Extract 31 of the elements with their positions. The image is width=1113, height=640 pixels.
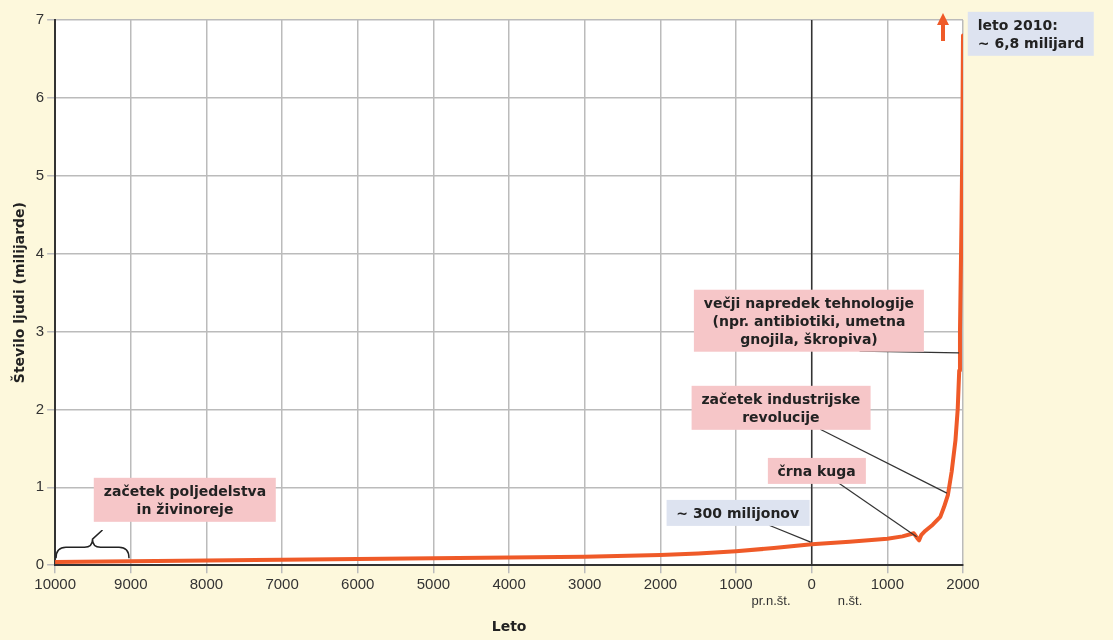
annotation: ~ 300 milijonov xyxy=(666,500,810,527)
y-axis-title: Število ljudi (milijarde) xyxy=(10,202,28,384)
x-tick-label: 5000 xyxy=(416,575,451,593)
annotation: črna kuga xyxy=(767,457,866,484)
y-tick-label: 2 xyxy=(35,399,45,417)
y-tick-label: 7 xyxy=(35,10,45,28)
y-tick-label: 6 xyxy=(35,88,45,106)
y-tick-label: 1 xyxy=(35,477,45,495)
y-tick-label: 0 xyxy=(35,555,45,573)
x-tick-label: 1000 xyxy=(719,575,753,593)
x-tick-label: 1000 xyxy=(870,575,905,593)
annotation: večji napredek tehnologije (npr. antibiotiki, umetna gnojila, škropiva) xyxy=(693,289,925,353)
x-tick-label: 9000 xyxy=(114,575,148,593)
y-tick-label: 5 xyxy=(35,165,45,183)
x-tick-label: 6000 xyxy=(341,575,375,593)
y-tick-label: 3 xyxy=(35,321,45,339)
text: n.št. xyxy=(837,592,863,610)
annotation: leto 2010: ~ 6,8 milijard xyxy=(967,11,1095,56)
x-tick-label: 2000 xyxy=(643,575,678,593)
annotation: začetek poljedelstva in živinoreje xyxy=(93,477,277,523)
x-axis-title: Leto xyxy=(491,618,527,635)
x-tick-label: 10000 xyxy=(34,575,76,593)
x-tick-label: 3000 xyxy=(568,575,602,593)
annotation: začetek industrijske revolucije xyxy=(691,385,871,431)
x-tick-label: 7000 xyxy=(265,575,299,593)
x-tick-label: 2000 xyxy=(946,575,980,593)
y-tick-label: 4 xyxy=(35,243,45,261)
x-tick-label: 8000 xyxy=(189,575,224,593)
x-tick-label: 0 xyxy=(807,575,816,593)
x-tick-label: 4000 xyxy=(492,575,526,593)
text: pr.n.št. xyxy=(751,592,791,610)
